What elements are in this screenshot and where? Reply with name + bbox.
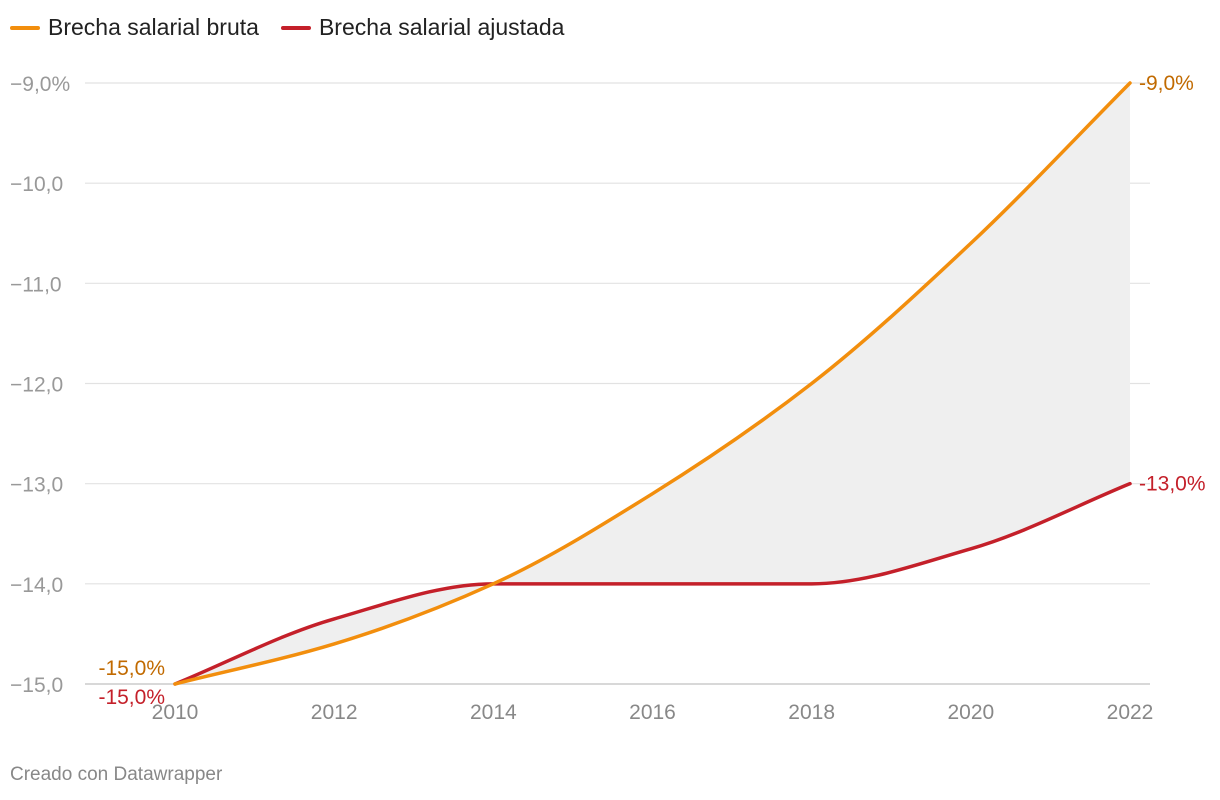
value-labels: -9,0% -13,0% -15,0% -15,0%: [98, 72, 1205, 709]
x-tick-label: 2010: [152, 701, 199, 724]
y-tick-label: −13,0: [10, 474, 63, 497]
legend-swatch-ajustada: [280, 25, 311, 30]
legend-swatch-bruta: [10, 25, 40, 30]
legend-item-bruta: Brecha salarial bruta: [10, 14, 259, 41]
series-line-ajustada: [173, 481, 1132, 686]
shaded-gap-area: [175, 83, 1130, 684]
x-tick-label: 2020: [947, 701, 994, 724]
gap-area: [175, 83, 1130, 684]
x-tick-label: 2012: [311, 701, 358, 724]
footer-credit: Creado con Datawrapper: [10, 764, 223, 785]
y-tick-label: −10,0: [10, 173, 63, 196]
y-tick-label: −14,0: [10, 574, 63, 597]
x-tick-label: 2022: [1107, 701, 1154, 724]
x-tick-label: 2018: [788, 701, 835, 724]
y-tick-label: −11,0: [10, 273, 62, 296]
y-tick-label: −12,0: [10, 374, 63, 397]
grid-lines: [85, 82, 1150, 685]
y-tick-label: −15,0: [10, 674, 63, 697]
legend-label-ajustada: Brecha salarial ajustada: [318, 14, 565, 40]
chart-legend: Brecha salarial bruta Brecha salarial aj…: [10, 14, 586, 41]
x-tick-label: 2016: [629, 701, 676, 724]
start-label-bruta: -15,0%: [98, 657, 165, 680]
legend-item-ajustada: Brecha salarial ajustada: [280, 14, 565, 41]
legend-label-bruta: Brecha salarial bruta: [48, 14, 259, 40]
series-line-bruta: [173, 81, 1132, 686]
end-label-bruta: -9,0%: [1139, 72, 1194, 95]
start-label-ajustada: -15,0%: [98, 686, 165, 709]
series-lines: [173, 81, 1132, 686]
axis-tick-labels: −9,0% −10,0 −11,0 −12,0 −13,0 −14,0 −15,0 2010 2…: [10, 73, 1153, 724]
x-tick-label: 2014: [470, 701, 517, 724]
end-label-ajustada: -13,0%: [1139, 473, 1206, 496]
y-tick-label: −9,0%: [10, 73, 70, 96]
